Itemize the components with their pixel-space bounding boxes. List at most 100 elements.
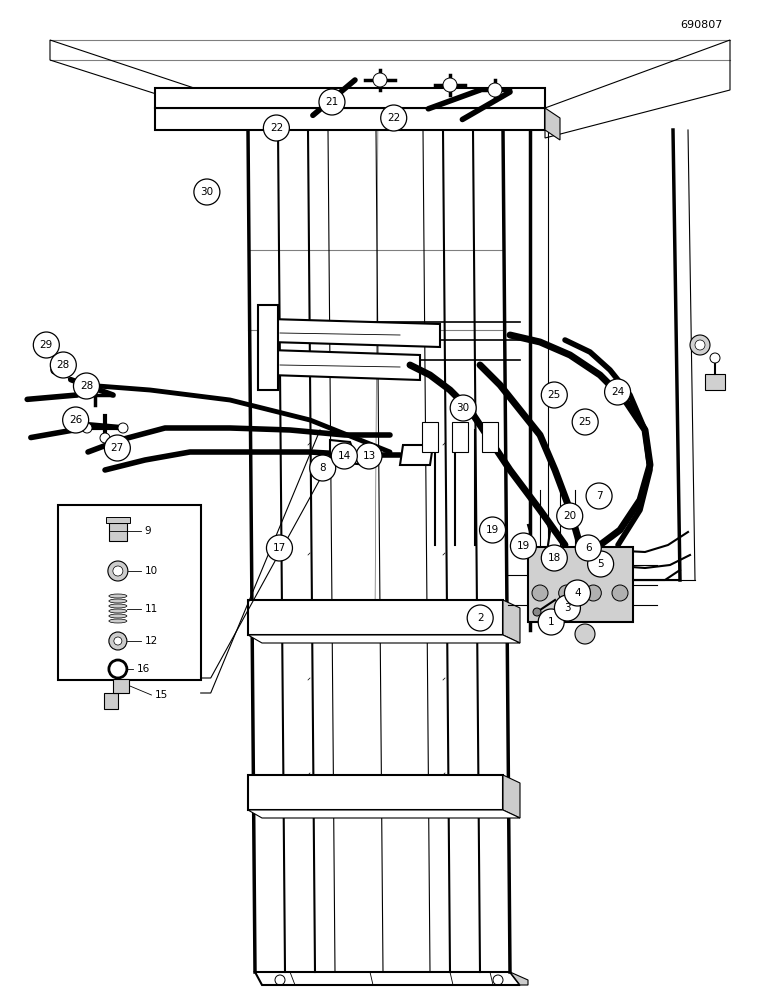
Circle shape bbox=[586, 483, 612, 509]
Text: 29: 29 bbox=[39, 340, 53, 350]
Polygon shape bbox=[330, 440, 370, 465]
Circle shape bbox=[559, 585, 574, 601]
Bar bbox=[155, 108, 545, 130]
Polygon shape bbox=[510, 972, 528, 985]
Circle shape bbox=[690, 335, 710, 355]
Text: 27: 27 bbox=[110, 443, 124, 453]
Text: 2: 2 bbox=[477, 613, 483, 623]
Circle shape bbox=[104, 435, 130, 461]
Ellipse shape bbox=[109, 619, 127, 623]
Text: 9: 9 bbox=[144, 526, 151, 536]
Bar bbox=[104, 693, 118, 709]
Ellipse shape bbox=[109, 599, 127, 603]
Circle shape bbox=[113, 566, 123, 576]
Polygon shape bbox=[270, 350, 420, 380]
Circle shape bbox=[575, 535, 601, 561]
Text: 19: 19 bbox=[486, 525, 499, 535]
Text: 22: 22 bbox=[387, 113, 401, 123]
Text: 25: 25 bbox=[578, 417, 592, 427]
Ellipse shape bbox=[109, 594, 127, 598]
Bar bbox=[422, 422, 438, 452]
Bar bbox=[705, 374, 725, 390]
Circle shape bbox=[108, 561, 128, 581]
Text: 20: 20 bbox=[563, 511, 577, 521]
Circle shape bbox=[266, 535, 293, 561]
Polygon shape bbox=[248, 600, 503, 635]
Circle shape bbox=[541, 545, 567, 571]
Circle shape bbox=[443, 78, 457, 92]
Circle shape bbox=[33, 332, 59, 358]
Ellipse shape bbox=[109, 609, 127, 613]
Text: 30: 30 bbox=[456, 403, 470, 413]
Bar bbox=[58, 505, 201, 680]
Text: 8: 8 bbox=[320, 463, 326, 473]
Text: 15: 15 bbox=[154, 690, 168, 700]
Circle shape bbox=[310, 455, 336, 481]
Circle shape bbox=[63, 407, 89, 433]
Text: 26: 26 bbox=[69, 415, 83, 425]
Circle shape bbox=[381, 105, 407, 131]
Polygon shape bbox=[400, 445, 433, 465]
Circle shape bbox=[532, 585, 548, 601]
Text: 22: 22 bbox=[269, 123, 283, 133]
Bar bbox=[106, 517, 130, 523]
Bar bbox=[482, 422, 498, 452]
Text: 28: 28 bbox=[56, 360, 70, 370]
Circle shape bbox=[604, 379, 631, 405]
Circle shape bbox=[373, 73, 387, 87]
Circle shape bbox=[450, 395, 476, 421]
Text: 17: 17 bbox=[273, 543, 286, 553]
Text: 30: 30 bbox=[200, 187, 214, 197]
Text: 18: 18 bbox=[547, 553, 561, 563]
Circle shape bbox=[510, 533, 537, 559]
Circle shape bbox=[118, 423, 128, 433]
Text: 7: 7 bbox=[596, 491, 602, 501]
Polygon shape bbox=[503, 600, 520, 643]
Polygon shape bbox=[270, 319, 440, 347]
Circle shape bbox=[114, 637, 122, 645]
Circle shape bbox=[533, 608, 541, 616]
Text: 28: 28 bbox=[80, 381, 93, 391]
Polygon shape bbox=[248, 775, 503, 810]
Circle shape bbox=[109, 632, 127, 650]
Circle shape bbox=[575, 624, 595, 644]
Text: 11: 11 bbox=[144, 604, 157, 614]
Text: 19: 19 bbox=[516, 541, 530, 551]
Circle shape bbox=[585, 585, 601, 601]
Text: 3: 3 bbox=[564, 603, 571, 613]
Text: 21: 21 bbox=[325, 97, 339, 107]
Text: 24: 24 bbox=[611, 387, 625, 397]
Circle shape bbox=[710, 353, 720, 363]
Bar bbox=[155, 88, 545, 108]
Text: 1: 1 bbox=[548, 617, 554, 627]
Text: 25: 25 bbox=[547, 390, 561, 400]
Circle shape bbox=[557, 503, 583, 529]
Circle shape bbox=[331, 443, 357, 469]
Polygon shape bbox=[248, 810, 520, 818]
Bar bbox=[109, 523, 127, 541]
Polygon shape bbox=[503, 775, 520, 818]
Circle shape bbox=[695, 340, 705, 350]
Circle shape bbox=[587, 551, 614, 577]
Circle shape bbox=[538, 609, 564, 635]
Polygon shape bbox=[248, 635, 520, 643]
Circle shape bbox=[73, 373, 100, 399]
Text: 690807: 690807 bbox=[680, 20, 723, 30]
Ellipse shape bbox=[109, 614, 127, 618]
Circle shape bbox=[479, 517, 506, 543]
Circle shape bbox=[100, 433, 110, 443]
Text: 14: 14 bbox=[337, 451, 351, 461]
Polygon shape bbox=[255, 972, 520, 985]
Bar bbox=[452, 422, 468, 452]
Circle shape bbox=[263, 115, 290, 141]
Circle shape bbox=[612, 585, 628, 601]
Circle shape bbox=[541, 382, 567, 408]
Circle shape bbox=[564, 580, 591, 606]
Circle shape bbox=[554, 595, 581, 621]
Ellipse shape bbox=[109, 604, 127, 608]
Polygon shape bbox=[545, 108, 560, 140]
Circle shape bbox=[488, 83, 502, 97]
Circle shape bbox=[51, 366, 59, 374]
Polygon shape bbox=[50, 40, 200, 108]
Circle shape bbox=[82, 423, 92, 433]
